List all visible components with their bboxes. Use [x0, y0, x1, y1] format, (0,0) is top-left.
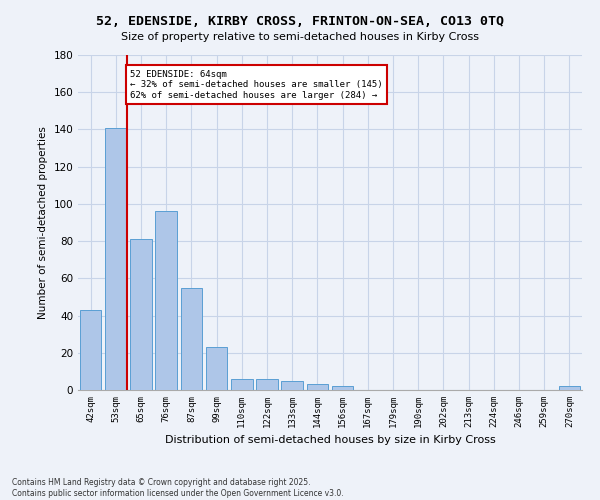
Bar	[130, 240, 152, 390]
Bar	[559, 386, 580, 390]
Text: Size of property relative to semi-detached houses in Kirby Cross: Size of property relative to semi-detach…	[121, 32, 479, 42]
Bar	[105, 128, 127, 390]
Text: 52 EDENSIDE: 64sqm
← 32% of semi-detached houses are smaller (145)
62% of semi-d: 52 EDENSIDE: 64sqm ← 32% of semi-detache…	[130, 70, 383, 100]
Bar	[307, 384, 328, 390]
Bar	[155, 212, 177, 390]
Bar	[256, 379, 278, 390]
Bar	[281, 380, 303, 390]
X-axis label: Distribution of semi-detached houses by size in Kirby Cross: Distribution of semi-detached houses by …	[164, 436, 496, 446]
Bar	[80, 310, 101, 390]
Bar	[332, 386, 353, 390]
Bar	[231, 379, 253, 390]
Bar	[206, 347, 227, 390]
Y-axis label: Number of semi-detached properties: Number of semi-detached properties	[38, 126, 48, 319]
Bar	[181, 288, 202, 390]
Text: Contains HM Land Registry data © Crown copyright and database right 2025.
Contai: Contains HM Land Registry data © Crown c…	[12, 478, 344, 498]
Text: 52, EDENSIDE, KIRBY CROSS, FRINTON-ON-SEA, CO13 0TQ: 52, EDENSIDE, KIRBY CROSS, FRINTON-ON-SE…	[96, 15, 504, 28]
